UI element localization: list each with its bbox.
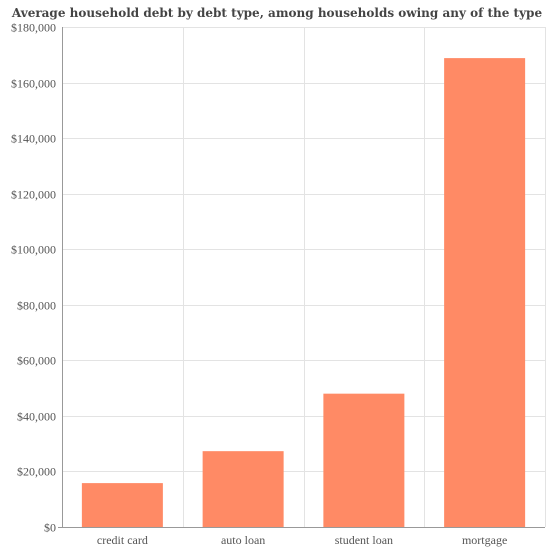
y-tick-label: $180,000 — [11, 21, 56, 35]
y-tick-label: $0 — [44, 521, 56, 535]
bars — [81, 58, 526, 527]
axes — [58, 27, 545, 528]
y-tick-label: $80,000 — [17, 299, 56, 313]
x-tick-label: mortgage — [462, 533, 507, 547]
bar-auto-loan — [202, 451, 284, 527]
x-tick-label: credit card — [97, 533, 148, 547]
x-tick-label: student loan — [335, 533, 393, 547]
x-tick-label: auto loan — [221, 533, 265, 547]
bar-credit-card — [81, 483, 163, 527]
tick-labels: $0 $20,000 $40,000 $60,000 $80,000 $100,000 $1… — [11, 21, 507, 548]
bar-student-loan — [323, 393, 405, 527]
y-tick-label: $120,000 — [11, 188, 56, 202]
grid-lines — [62, 27, 546, 527]
y-tick-label: $140,000 — [11, 132, 56, 146]
chart-title: Average household debt by debt type, amo… — [11, 6, 543, 20]
y-tick-label: $40,000 — [17, 410, 56, 424]
bar-mortgage — [444, 58, 526, 527]
y-tick-label: $100,000 — [11, 243, 56, 257]
y-tick-label: $160,000 — [11, 77, 56, 91]
y-tick-label: $60,000 — [17, 354, 56, 368]
y-tick-label: $20,000 — [17, 465, 56, 479]
